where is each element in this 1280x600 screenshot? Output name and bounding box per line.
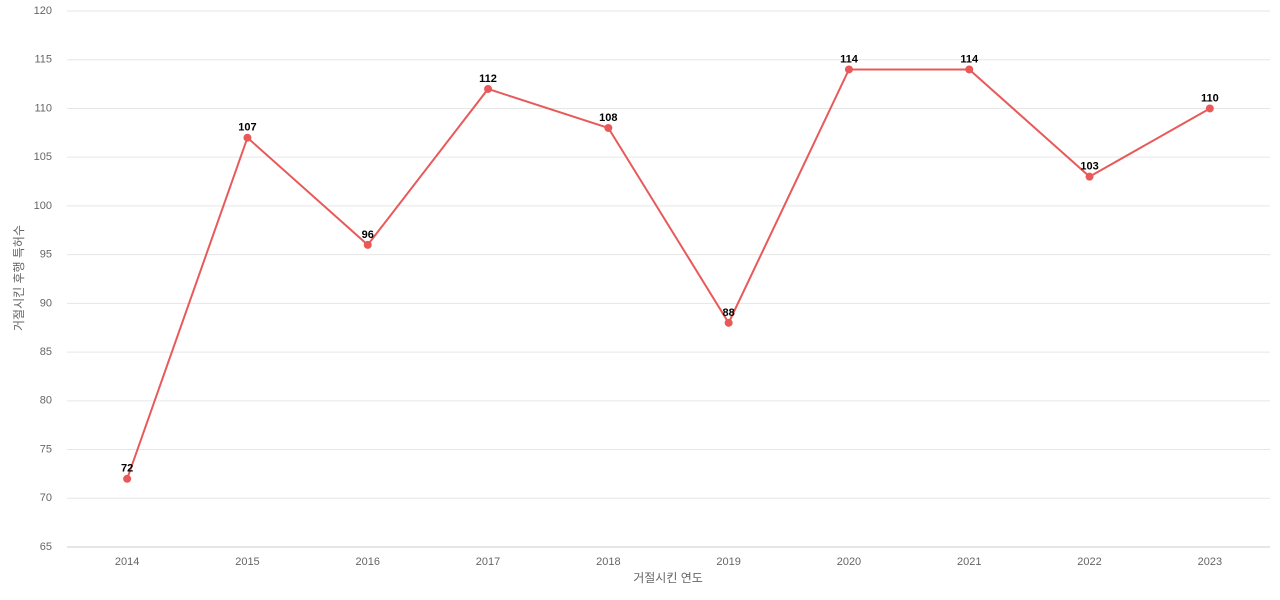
data-label: 110: [1201, 92, 1219, 104]
y-axis-title: 거절시킨 후행 특허수: [11, 225, 26, 331]
point: [363, 240, 372, 249]
data-label: 112: [479, 73, 497, 85]
point: [844, 65, 853, 74]
y-tick-label: 115: [34, 54, 52, 66]
point: [604, 123, 613, 132]
y-tick-label: 80: [40, 395, 52, 407]
x-tick-label: 2014: [115, 556, 139, 568]
data-label: 114: [960, 53, 979, 65]
data-label: 108: [599, 112, 617, 124]
data-label: 72: [121, 463, 133, 475]
y-tick-label: 95: [40, 249, 52, 261]
x-tick-label: 2015: [235, 556, 259, 568]
y-tick-label: 70: [40, 492, 52, 504]
data-label: 103: [1080, 161, 1098, 173]
point: [484, 84, 493, 93]
data-label: 107: [238, 122, 256, 134]
y-tick-label: 120: [34, 5, 52, 17]
x-tick-label: 2019: [716, 556, 740, 568]
point: [965, 65, 974, 74]
x-axis-title: 거절시킨 연도: [633, 571, 703, 585]
x-tick-label: 2020: [837, 556, 861, 568]
data-label: 88: [723, 307, 735, 319]
point: [123, 474, 132, 483]
data-label: 96: [362, 229, 374, 241]
y-tick-label: 110: [34, 102, 52, 114]
y-tick-label: 100: [34, 200, 52, 212]
point: [1205, 104, 1214, 113]
x-tick-label: 2023: [1198, 556, 1222, 568]
x-tick-label: 2018: [596, 556, 620, 568]
data-label: 114: [840, 53, 859, 65]
point: [1085, 172, 1094, 181]
y-tick-label: 75: [40, 443, 52, 455]
x-tick-label: 2021: [957, 556, 981, 568]
y-tick-label: 105: [34, 151, 52, 163]
y-tick-label: 85: [40, 346, 52, 358]
point: [724, 318, 733, 327]
x-tick-label: 2022: [1077, 556, 1101, 568]
y-tick-label: 65: [40, 541, 52, 553]
x-tick-label: 2016: [356, 556, 380, 568]
line: [126, 68, 1211, 480]
x-tick-label: 2017: [476, 556, 500, 568]
y-tick-label: 90: [40, 297, 52, 309]
point: [243, 133, 252, 142]
